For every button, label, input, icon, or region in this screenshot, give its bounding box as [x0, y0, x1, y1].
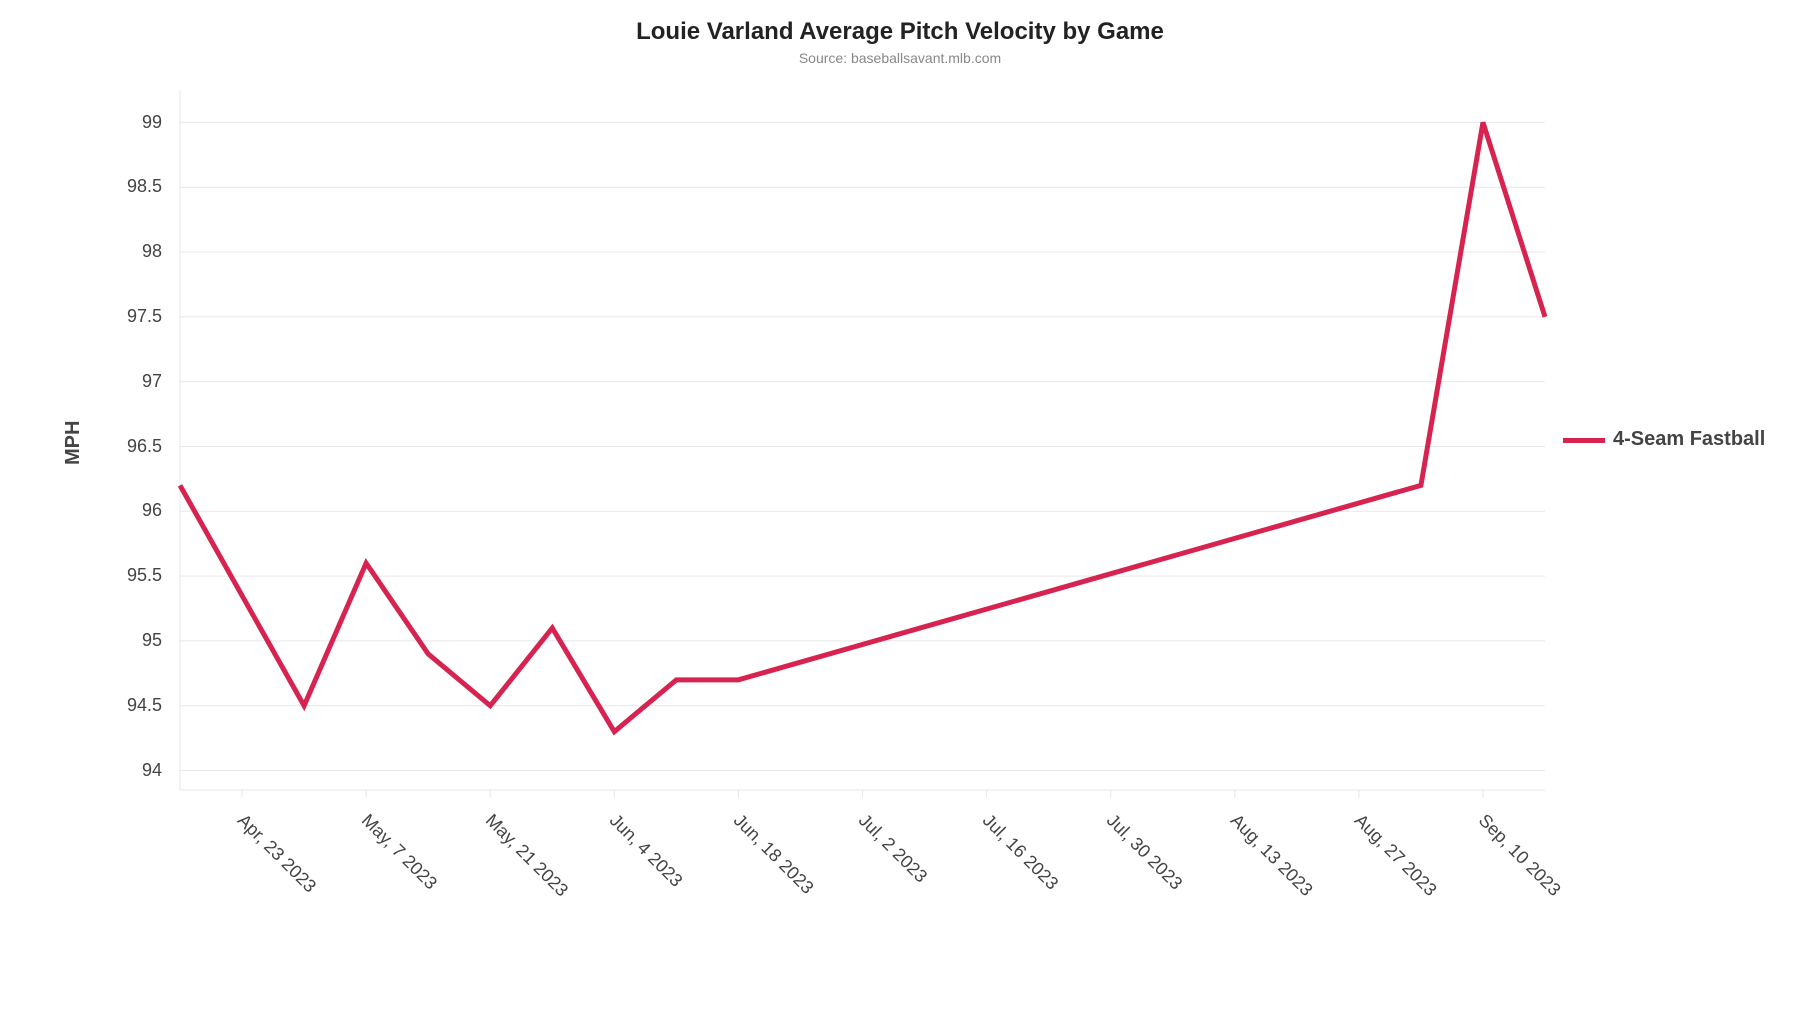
y-tick-label: 95.5 — [0, 565, 162, 586]
legend-line — [1563, 438, 1605, 443]
y-tick-label: 98.5 — [0, 176, 162, 197]
y-tick-label: 94 — [0, 760, 162, 781]
y-tick-label: 99 — [0, 112, 162, 133]
y-tick-label: 95 — [0, 630, 162, 651]
velocity-chart: Louie Varland Average Pitch Velocity by … — [0, 0, 1800, 1013]
legend-label: 4-Seam Fastball — [1613, 428, 1765, 451]
y-tick-label: 97 — [0, 371, 162, 392]
y-tick-label: 94.5 — [0, 695, 162, 716]
y-tick-label: 97.5 — [0, 306, 162, 327]
y-tick-label: 96.5 — [0, 436, 162, 457]
y-tick-label: 98 — [0, 241, 162, 262]
y-tick-label: 96 — [0, 500, 162, 521]
